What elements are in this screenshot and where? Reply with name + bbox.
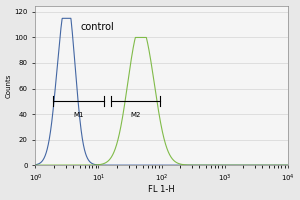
- Text: M1: M1: [73, 112, 84, 118]
- X-axis label: FL 1-H: FL 1-H: [148, 185, 175, 194]
- Y-axis label: Counts: Counts: [6, 73, 12, 98]
- Text: control: control: [81, 22, 115, 32]
- Text: M2: M2: [130, 112, 141, 118]
